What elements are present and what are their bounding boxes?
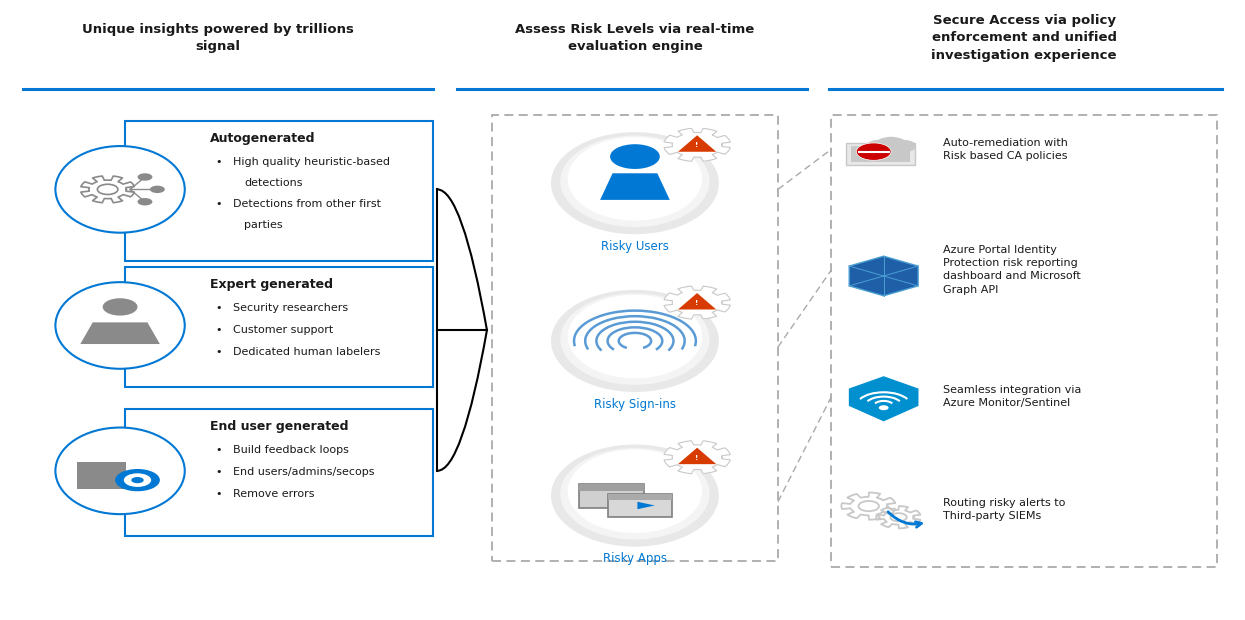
Text: Expert generated: Expert generated	[209, 278, 332, 291]
Text: parties: parties	[244, 219, 283, 229]
Text: Azure Portal Identity
Protection risk reporting
dashboard and Microsoft
Graph AP: Azure Portal Identity Protection risk re…	[944, 245, 1081, 294]
Text: detections: detections	[244, 177, 303, 188]
Ellipse shape	[56, 146, 184, 232]
FancyBboxPatch shape	[76, 461, 126, 489]
Circle shape	[102, 298, 137, 316]
FancyBboxPatch shape	[124, 409, 433, 536]
Text: •   Customer support: • Customer support	[215, 325, 334, 335]
Polygon shape	[600, 173, 670, 200]
Circle shape	[879, 405, 889, 410]
Circle shape	[131, 477, 143, 483]
Polygon shape	[679, 293, 716, 309]
Circle shape	[149, 185, 164, 193]
Ellipse shape	[56, 282, 184, 369]
Polygon shape	[637, 502, 655, 509]
Ellipse shape	[568, 137, 702, 221]
Circle shape	[867, 140, 891, 153]
FancyBboxPatch shape	[852, 146, 910, 162]
Text: Secure Access via policy
enforcement and unified
investigation experience: Secure Access via policy enforcement and…	[931, 14, 1117, 62]
Polygon shape	[849, 376, 919, 422]
Text: Risky Apps: Risky Apps	[603, 552, 667, 565]
Circle shape	[137, 198, 152, 205]
Ellipse shape	[560, 448, 710, 539]
Circle shape	[137, 173, 152, 180]
FancyBboxPatch shape	[124, 122, 433, 260]
Text: Risky Sign-ins: Risky Sign-ins	[594, 398, 676, 411]
Ellipse shape	[552, 132, 718, 234]
Polygon shape	[664, 286, 731, 319]
Circle shape	[610, 144, 660, 169]
Ellipse shape	[552, 290, 718, 392]
Ellipse shape	[552, 445, 718, 547]
Ellipse shape	[56, 428, 184, 514]
Text: •   Detections from other first: • Detections from other first	[215, 199, 381, 210]
Text: •   End users/admins/secops: • End users/admins/secops	[215, 467, 375, 477]
Text: Seamless integration via
Azure Monitor/Sentinel: Seamless integration via Azure Monitor/S…	[944, 385, 1082, 408]
FancyBboxPatch shape	[124, 267, 433, 388]
Text: End user generated: End user generated	[209, 420, 349, 433]
Text: !: !	[696, 300, 698, 306]
Circle shape	[123, 473, 151, 487]
FancyBboxPatch shape	[608, 494, 672, 517]
Text: !: !	[696, 142, 698, 148]
Text: Risky Users: Risky Users	[601, 240, 669, 253]
Text: Auto-remediation with
Risk based CA policies: Auto-remediation with Risk based CA poli…	[944, 138, 1068, 161]
Text: •   Build feedback loops: • Build feedback loops	[215, 445, 349, 455]
Text: Assess Risk Levels via real-time
evaluation engine: Assess Risk Levels via real-time evaluat…	[515, 22, 754, 53]
Text: •   Remove errors: • Remove errors	[215, 489, 314, 499]
Text: Routing risky alerts to
Third-party SIEMs: Routing risky alerts to Third-party SIEM…	[944, 498, 1066, 521]
Circle shape	[115, 469, 159, 491]
Text: Autogenerated: Autogenerated	[209, 132, 315, 145]
Circle shape	[675, 291, 720, 314]
Ellipse shape	[560, 293, 710, 385]
Polygon shape	[679, 135, 716, 152]
FancyBboxPatch shape	[847, 143, 915, 165]
Circle shape	[857, 143, 891, 161]
Ellipse shape	[568, 450, 702, 533]
Polygon shape	[664, 441, 731, 474]
Circle shape	[891, 140, 916, 153]
FancyBboxPatch shape	[608, 494, 672, 500]
Text: •   Security researchers: • Security researchers	[215, 303, 347, 312]
FancyBboxPatch shape	[579, 484, 644, 490]
Circle shape	[675, 134, 720, 156]
Circle shape	[675, 446, 720, 468]
Circle shape	[875, 137, 908, 153]
Polygon shape	[80, 322, 159, 344]
Ellipse shape	[560, 136, 710, 227]
Text: Unique insights powered by trillions
signal: Unique insights powered by trillions sig…	[82, 22, 355, 53]
Polygon shape	[664, 128, 731, 161]
Text: !: !	[696, 454, 698, 461]
Text: •   Dedicated human labelers: • Dedicated human labelers	[215, 347, 380, 357]
Ellipse shape	[568, 295, 702, 378]
Polygon shape	[679, 448, 716, 464]
Text: •   High quality heuristic-based: • High quality heuristic-based	[215, 157, 390, 167]
FancyBboxPatch shape	[579, 484, 644, 508]
Polygon shape	[849, 256, 918, 296]
